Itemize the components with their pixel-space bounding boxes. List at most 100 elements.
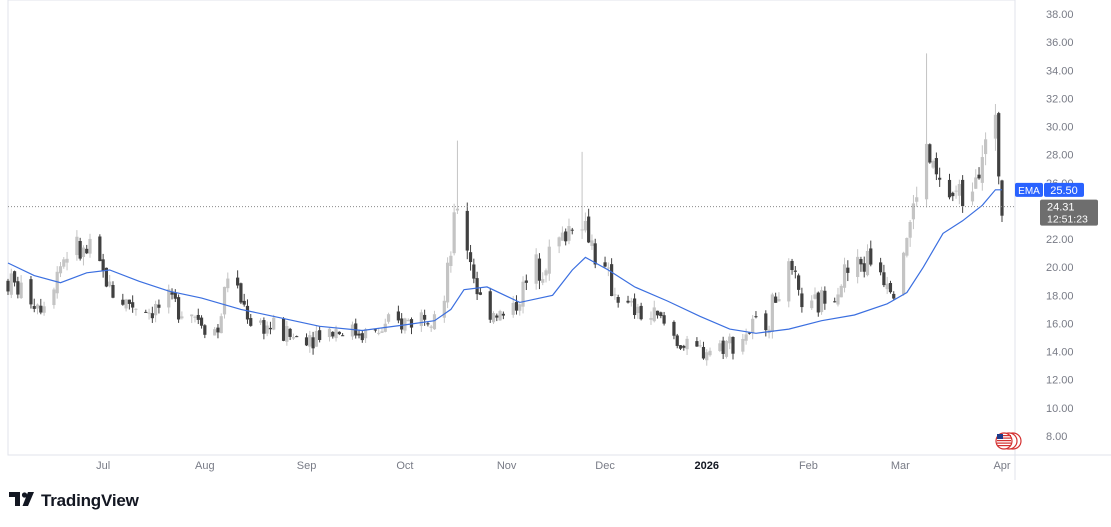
candle-body[interactable] bbox=[564, 231, 568, 242]
candle-body[interactable] bbox=[705, 352, 709, 361]
candle-body[interactable] bbox=[88, 238, 92, 254]
candle-body[interactable] bbox=[698, 345, 702, 347]
candle-body[interactable] bbox=[75, 236, 79, 256]
candle-body[interactable] bbox=[12, 271, 17, 283]
candle-body[interactable] bbox=[892, 293, 896, 299]
candle-body[interactable] bbox=[928, 144, 932, 163]
candle-body[interactable] bbox=[111, 285, 115, 298]
candle-body[interactable] bbox=[455, 208, 460, 211]
candle-body[interactable] bbox=[810, 300, 814, 309]
candle-body[interactable] bbox=[629, 300, 633, 303]
candle-body[interactable] bbox=[839, 285, 843, 298]
candle-body[interactable] bbox=[262, 320, 266, 334]
candle-body[interactable] bbox=[259, 320, 263, 323]
candle-body[interactable] bbox=[675, 335, 679, 346]
candle-body[interactable] bbox=[318, 330, 322, 340]
candle-body[interactable] bbox=[721, 340, 725, 354]
candle-body[interactable] bbox=[800, 293, 804, 308]
candle-body[interactable] bbox=[373, 329, 378, 331]
candle-body[interactable] bbox=[147, 312, 151, 314]
candle-body[interactable] bbox=[951, 192, 955, 197]
candle-body[interactable] bbox=[901, 252, 906, 295]
candle-body[interactable] bbox=[423, 314, 427, 320]
candle-body[interactable] bbox=[62, 259, 66, 267]
candle-body[interactable] bbox=[560, 232, 565, 241]
candle-body[interactable] bbox=[659, 312, 663, 317]
candle-body[interactable] bbox=[98, 236, 102, 262]
candle-body[interactable] bbox=[770, 294, 774, 333]
candle-body[interactable] bbox=[954, 190, 958, 192]
candle-body[interactable] bbox=[52, 289, 56, 306]
candle-body[interactable] bbox=[708, 350, 712, 356]
candle-body[interactable] bbox=[514, 301, 519, 311]
candle-body[interactable] bbox=[272, 317, 276, 330]
candle-body[interactable] bbox=[314, 330, 318, 347]
candle-body[interactable] bbox=[42, 306, 46, 313]
candle-body[interactable] bbox=[751, 318, 755, 334]
candle-body[interactable] bbox=[865, 251, 870, 276]
candle-body[interactable] bbox=[101, 259, 105, 271]
candle-body[interactable] bbox=[701, 346, 706, 359]
candle-body[interactable] bbox=[764, 313, 768, 331]
candle-body[interactable] bbox=[285, 326, 289, 342]
candle-body[interactable] bbox=[534, 254, 538, 284]
candle-body[interactable] bbox=[774, 296, 778, 303]
candle-body[interactable] bbox=[295, 336, 299, 338]
candle-body[interactable] bbox=[265, 325, 269, 334]
candle-body[interactable] bbox=[885, 283, 889, 290]
candle-body[interactable] bbox=[400, 318, 404, 330]
candle-body[interactable] bbox=[311, 337, 315, 349]
candle-body[interactable] bbox=[672, 321, 676, 336]
ema-line[interactable] bbox=[7, 189, 1002, 334]
candle-body[interactable] bbox=[452, 212, 456, 254]
candle-body[interactable] bbox=[587, 216, 591, 243]
candle-body[interactable] bbox=[924, 143, 929, 200]
candle-body[interactable] bbox=[537, 258, 542, 281]
candle-body[interactable] bbox=[869, 248, 873, 265]
candle-body[interactable] bbox=[846, 267, 850, 273]
candle-body[interactable] bbox=[524, 280, 528, 283]
candle-body[interactable] bbox=[570, 229, 574, 231]
candle-body[interactable] bbox=[655, 310, 660, 316]
candle-body[interactable] bbox=[465, 210, 469, 251]
candle-body[interactable] bbox=[55, 271, 59, 294]
candle-body[interactable] bbox=[334, 329, 338, 339]
candle-body[interactable] bbox=[308, 335, 312, 347]
candle-body[interactable] bbox=[176, 297, 181, 320]
candle-body[interactable] bbox=[426, 323, 430, 325]
candle-body[interactable] bbox=[997, 113, 1001, 177]
candle-body[interactable] bbox=[203, 325, 207, 335]
candle-body[interactable] bbox=[836, 294, 840, 305]
candle-body[interactable] bbox=[557, 237, 561, 247]
candle-body[interactable] bbox=[406, 319, 410, 322]
candle-body[interactable] bbox=[19, 282, 23, 299]
candle-body[interactable] bbox=[793, 270, 797, 272]
candle-body[interactable] bbox=[718, 343, 722, 351]
candle-body[interactable] bbox=[216, 327, 220, 333]
candle-body[interactable] bbox=[475, 278, 479, 295]
candle-body[interactable] bbox=[911, 203, 916, 220]
candle-body[interactable] bbox=[167, 289, 171, 308]
candle-body[interactable] bbox=[35, 304, 40, 309]
candle-body[interactable] bbox=[213, 329, 217, 336]
candle-body[interactable] bbox=[908, 222, 912, 238]
candle-body[interactable] bbox=[386, 314, 391, 322]
candle-body[interactable] bbox=[652, 307, 656, 322]
candle-body[interactable] bbox=[442, 300, 446, 318]
candle-body[interactable] bbox=[144, 311, 148, 313]
candle-body[interactable] bbox=[9, 273, 13, 295]
candle-body[interactable] bbox=[288, 328, 292, 337]
candle-body[interactable] bbox=[626, 300, 630, 303]
candle-body[interactable] bbox=[429, 326, 433, 328]
candle-body[interactable] bbox=[380, 331, 384, 333]
candle-body[interactable] bbox=[931, 161, 935, 168]
candle-body[interactable] bbox=[180, 316, 184, 319]
candle-body[interactable] bbox=[327, 328, 332, 338]
candle-body[interactable] bbox=[813, 294, 817, 299]
candle-body[interactable] bbox=[78, 240, 82, 259]
candle-body[interactable] bbox=[859, 259, 863, 265]
candle-body[interactable] bbox=[449, 255, 453, 267]
candle-body[interactable] bbox=[6, 280, 10, 292]
candle-body[interactable] bbox=[32, 306, 36, 309]
candle-body[interactable] bbox=[639, 305, 643, 320]
